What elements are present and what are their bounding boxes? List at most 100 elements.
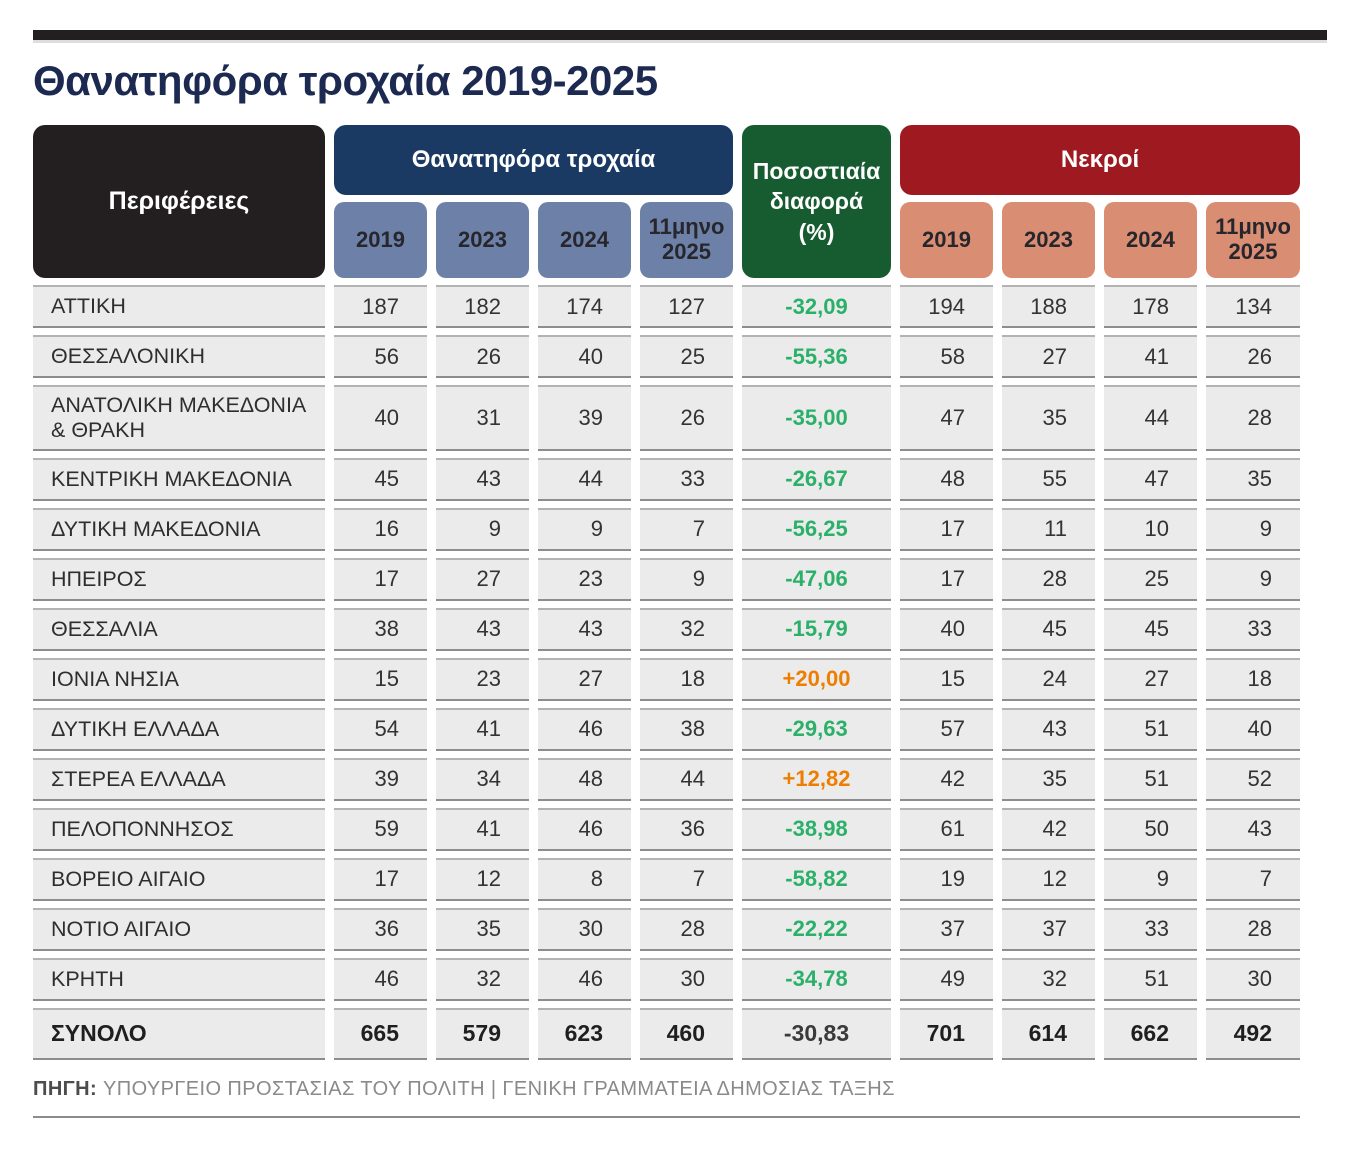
pct-diff-cell: -34,78 <box>742 957 891 1001</box>
pct-diff-cell: -56,25 <box>742 507 891 551</box>
fatal-value-cell: 579 <box>436 1007 529 1060</box>
deaths-value-cell: 40 <box>900 607 993 651</box>
fatal-value-cell: 46 <box>538 807 631 851</box>
statistics-table: Περιφέρειες Θανατηφόρα τροχαία Ποσοστιαί… <box>33 125 1300 1060</box>
deaths-value-cell: 25 <box>1104 557 1197 601</box>
infographic-page: Θανατηφόρα τροχαία 2019-2025 Περιφέρειες… <box>33 30 1327 1118</box>
pct-diff-cell: -47,06 <box>742 557 891 601</box>
fatal-value-cell: 25 <box>640 335 733 379</box>
deaths-year-header-11m-2025: 11μηνο 2025 <box>1206 202 1300 279</box>
deaths-value-cell: 9 <box>1104 857 1197 901</box>
deaths-value-cell: 12 <box>1002 857 1095 901</box>
fatal-value-cell: 18 <box>640 657 733 701</box>
fatal-value-cell: 460 <box>640 1007 733 1060</box>
fatal-value-cell: 38 <box>640 707 733 751</box>
deaths-value-cell: 9 <box>1206 557 1300 601</box>
fatal-value-cell: 12 <box>436 857 529 901</box>
fatal-value-cell: 27 <box>436 557 529 601</box>
fatal-value-cell: 43 <box>436 457 529 501</box>
deaths-value-cell: 51 <box>1104 957 1197 1001</box>
fatal-value-cell: 46 <box>334 957 427 1001</box>
deaths-value-cell: 47 <box>1104 457 1197 501</box>
deaths-value-cell: 43 <box>1002 707 1095 751</box>
deaths-value-cell: 37 <box>1002 907 1095 951</box>
fatal-value-cell: 30 <box>538 907 631 951</box>
region-name-cell: ΣΥΝΟΛΟ <box>33 1007 325 1060</box>
fatal-value-cell: 7 <box>640 857 733 901</box>
fatal-value-cell: 43 <box>436 607 529 651</box>
deaths-value-cell: 26 <box>1206 335 1300 379</box>
fatal-value-cell: 56 <box>334 335 427 379</box>
region-name-cell: ΚΕΝΤΡΙΚΗ ΜΑΚΕΔΟΝΙΑ <box>33 457 325 501</box>
region-name-cell: ΑΤΤΙΚΗ <box>33 285 325 329</box>
source-text: ΥΠΟΥΡΓΕΙΟ ΠΡΟΣΤΑΣΙΑΣ ΤΟΥ ΠΟΛΙΤΗ | ΓΕΝΙΚΗ… <box>103 1077 895 1100</box>
deaths-value-cell: 28 <box>1206 385 1300 451</box>
page-title: Θανατηφόρα τροχαία 2019-2025 <box>33 57 658 104</box>
deaths-value-cell: 50 <box>1104 807 1197 851</box>
fatal-value-cell: 665 <box>334 1007 427 1060</box>
deaths-value-cell: 55 <box>1002 457 1095 501</box>
fatal-year-header-11m-2025: 11μηνο 2025 <box>640 202 733 279</box>
fatal-value-cell: 59 <box>334 807 427 851</box>
source-note: ΠΗΓΗ: ΥΠΟΥΡΓΕΙΟ ΠΡΟΣΤΑΣΙΑΣ ΤΟΥ ΠΟΛΙΤΗ | Γ… <box>33 1078 1327 1101</box>
fatal-year-header-2019: 2019 <box>334 202 427 279</box>
fatal-value-cell: 40 <box>538 335 631 379</box>
source-label: ΠΗΓΗ: <box>33 1077 98 1100</box>
pct-header-line: Ποσοστιαία <box>752 158 881 185</box>
pct-header-line: (%) <box>798 218 835 245</box>
fatal-year-header-2024: 2024 <box>538 202 631 279</box>
fatal-value-cell: 23 <box>538 557 631 601</box>
deaths-value-cell: 37 <box>900 907 993 951</box>
fatal-value-cell: 36 <box>334 907 427 951</box>
deaths-value-cell: 35 <box>1002 385 1095 451</box>
region-name-cell: ΣΤΕΡΕΑ ΕΛΛΑΔΑ <box>33 757 325 801</box>
fatal-value-cell: 43 <box>538 607 631 651</box>
fatal-value-cell: 39 <box>334 757 427 801</box>
deaths-value-cell: 188 <box>1002 285 1095 329</box>
deaths-year-header-2023: 2023 <box>1002 202 1095 279</box>
region-name-cell: ΘΕΣΣΑΛΙΑ <box>33 607 325 651</box>
fatal-value-cell: 26 <box>436 335 529 379</box>
deaths-value-cell: 35 <box>1206 457 1300 501</box>
fatal-value-cell: 44 <box>538 457 631 501</box>
fatal-value-cell: 28 <box>640 907 733 951</box>
region-name-cell: ΙΟΝΙΑ ΝΗΣΙΑ <box>33 657 325 701</box>
deaths-value-cell: 614 <box>1002 1007 1095 1060</box>
region-name-cell: ΠΕΛΟΠΟΝΝΗΣΟΣ <box>33 807 325 851</box>
region-name-cell: ΔΥΤΙΚΗ ΕΛΛΑΔΑ <box>33 707 325 751</box>
deaths-value-cell: 11 <box>1002 507 1095 551</box>
deaths-value-cell: 61 <box>900 807 993 851</box>
top-divider-bar <box>33 30 1327 43</box>
deaths-year-header-2019: 2019 <box>900 202 993 279</box>
fatal-value-cell: 9 <box>436 507 529 551</box>
fatal-value-cell: 46 <box>538 707 631 751</box>
fatal-value-cell: 16 <box>334 507 427 551</box>
region-name-cell: ΝΟΤΙΟ ΑΙΓΑΙΟ <box>33 907 325 951</box>
deaths-value-cell: 51 <box>1104 757 1197 801</box>
fatal-value-cell: 7 <box>640 507 733 551</box>
deaths-value-cell: 7 <box>1206 857 1300 901</box>
deaths-value-cell: 662 <box>1104 1007 1197 1060</box>
fatal-value-cell: 31 <box>436 385 529 451</box>
region-name-cell: ΑΝΑΤΟΛΙΚΗ ΜΑΚΕΔΟΝΙΑ & ΘΡΑΚΗ <box>33 385 325 451</box>
deaths-value-cell: 52 <box>1206 757 1300 801</box>
fatal-value-cell: 182 <box>436 285 529 329</box>
pct-diff-cell: -58,82 <box>742 857 891 901</box>
deaths-value-cell: 43 <box>1206 807 1300 851</box>
fatal-value-cell: 174 <box>538 285 631 329</box>
deaths-value-cell: 48 <box>900 457 993 501</box>
fatal-value-cell: 127 <box>640 285 733 329</box>
pct-diff-cell: -35,00 <box>742 385 891 451</box>
pct-header-line: διαφορά <box>769 188 864 215</box>
deaths-value-cell: 41 <box>1104 335 1197 379</box>
deaths-value-cell: 58 <box>900 335 993 379</box>
fatal-year-header-2023: 2023 <box>436 202 529 279</box>
deaths-value-cell: 28 <box>1002 557 1095 601</box>
fatal-value-cell: 34 <box>436 757 529 801</box>
bottom-divider-line <box>33 1115 1300 1118</box>
fatal-value-cell: 45 <box>334 457 427 501</box>
fatal-value-cell: 27 <box>538 657 631 701</box>
deaths-year-header-2024: 2024 <box>1104 202 1197 279</box>
deaths-value-cell: 49 <box>900 957 993 1001</box>
deaths-value-cell: 33 <box>1206 607 1300 651</box>
